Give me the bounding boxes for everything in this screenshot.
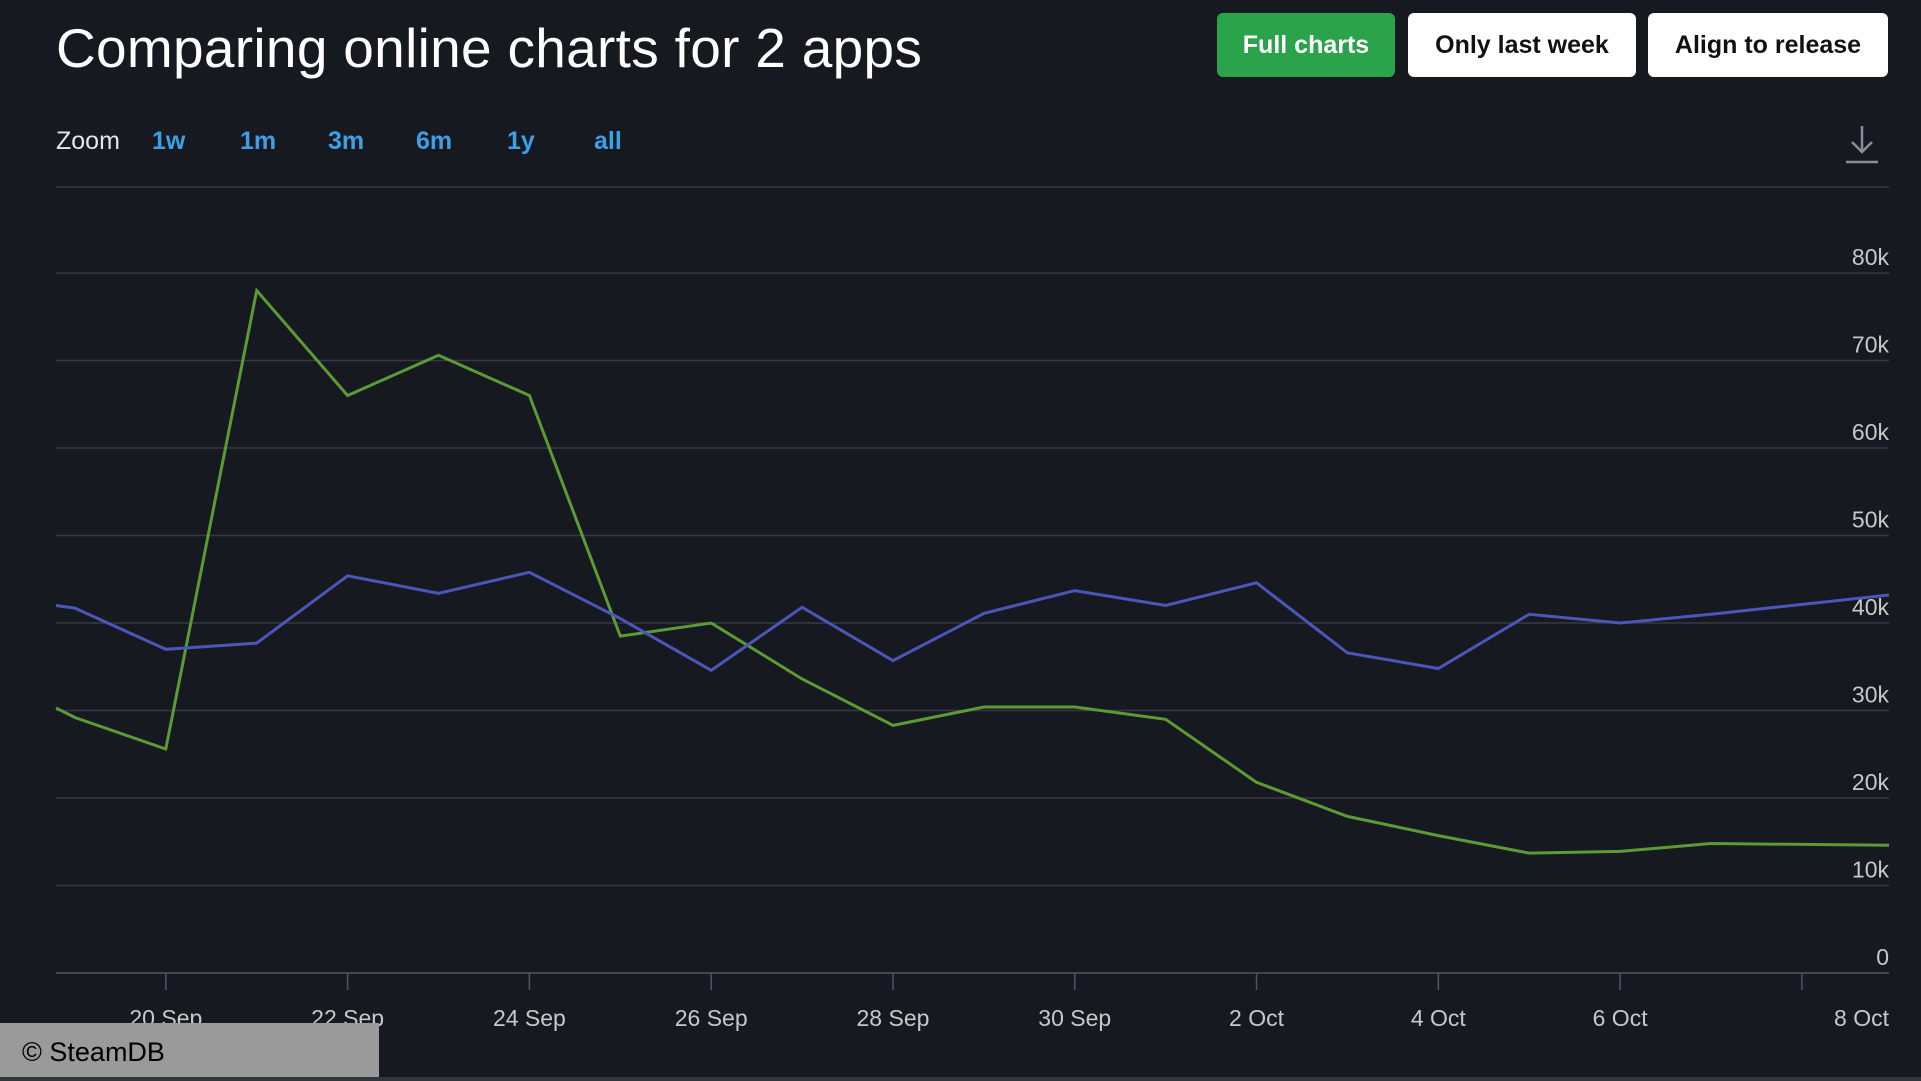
x-tick-label: 24 Sep — [493, 1005, 566, 1031]
zoom-3m-button[interactable]: 3m — [328, 127, 365, 155]
bottom-divider — [0, 1077, 1921, 1081]
x-tick-label: 4 Oct — [1411, 1005, 1467, 1031]
y-tick-label: 20k — [1852, 769, 1890, 795]
page-title: Comparing online charts for 2 apps — [56, 17, 923, 79]
full-charts-button[interactable]: Full charts — [1217, 13, 1395, 77]
y-tick-label: 30k — [1852, 682, 1890, 708]
y-tick-label: 10k — [1852, 857, 1890, 883]
y-tick-label: 50k — [1852, 507, 1890, 533]
zoom-1m-button[interactable]: 1m — [240, 127, 277, 155]
zoom-label: Zoom — [56, 127, 120, 155]
x-tick-label: 26 Sep — [675, 1005, 748, 1031]
zoom-1y-button[interactable]: 1y — [507, 127, 535, 155]
y-tick-label: 0 — [1876, 944, 1889, 970]
y-tick-label: 80k — [1852, 244, 1890, 270]
series-blue-line — [55, 570, 1890, 673]
series-green-line — [55, 287, 1890, 855]
download-button[interactable] — [1842, 122, 1882, 166]
y-tick-label: 70k — [1852, 332, 1890, 358]
x-tick-label: 8 Oct — [1834, 1005, 1890, 1031]
zoom-all-button[interactable]: all — [594, 127, 622, 155]
steamdb-watermark: © SteamDB — [0, 1023, 379, 1081]
y-tick-label: 60k — [1852, 419, 1890, 445]
x-tick-label: 2 Oct — [1229, 1005, 1285, 1031]
x-tick-label: 28 Sep — [857, 1005, 930, 1031]
x-tick-label: 30 Sep — [1038, 1005, 1111, 1031]
align-to-release-button[interactable]: Align to release — [1648, 13, 1888, 77]
x-tick-label: 6 Oct — [1593, 1005, 1649, 1031]
only-last-week-button[interactable]: Only last week — [1408, 13, 1636, 77]
zoom-6m-button[interactable]: 6m — [416, 127, 453, 155]
download-icon — [1846, 126, 1878, 164]
zoom-1w-button[interactable]: 1w — [152, 127, 186, 155]
